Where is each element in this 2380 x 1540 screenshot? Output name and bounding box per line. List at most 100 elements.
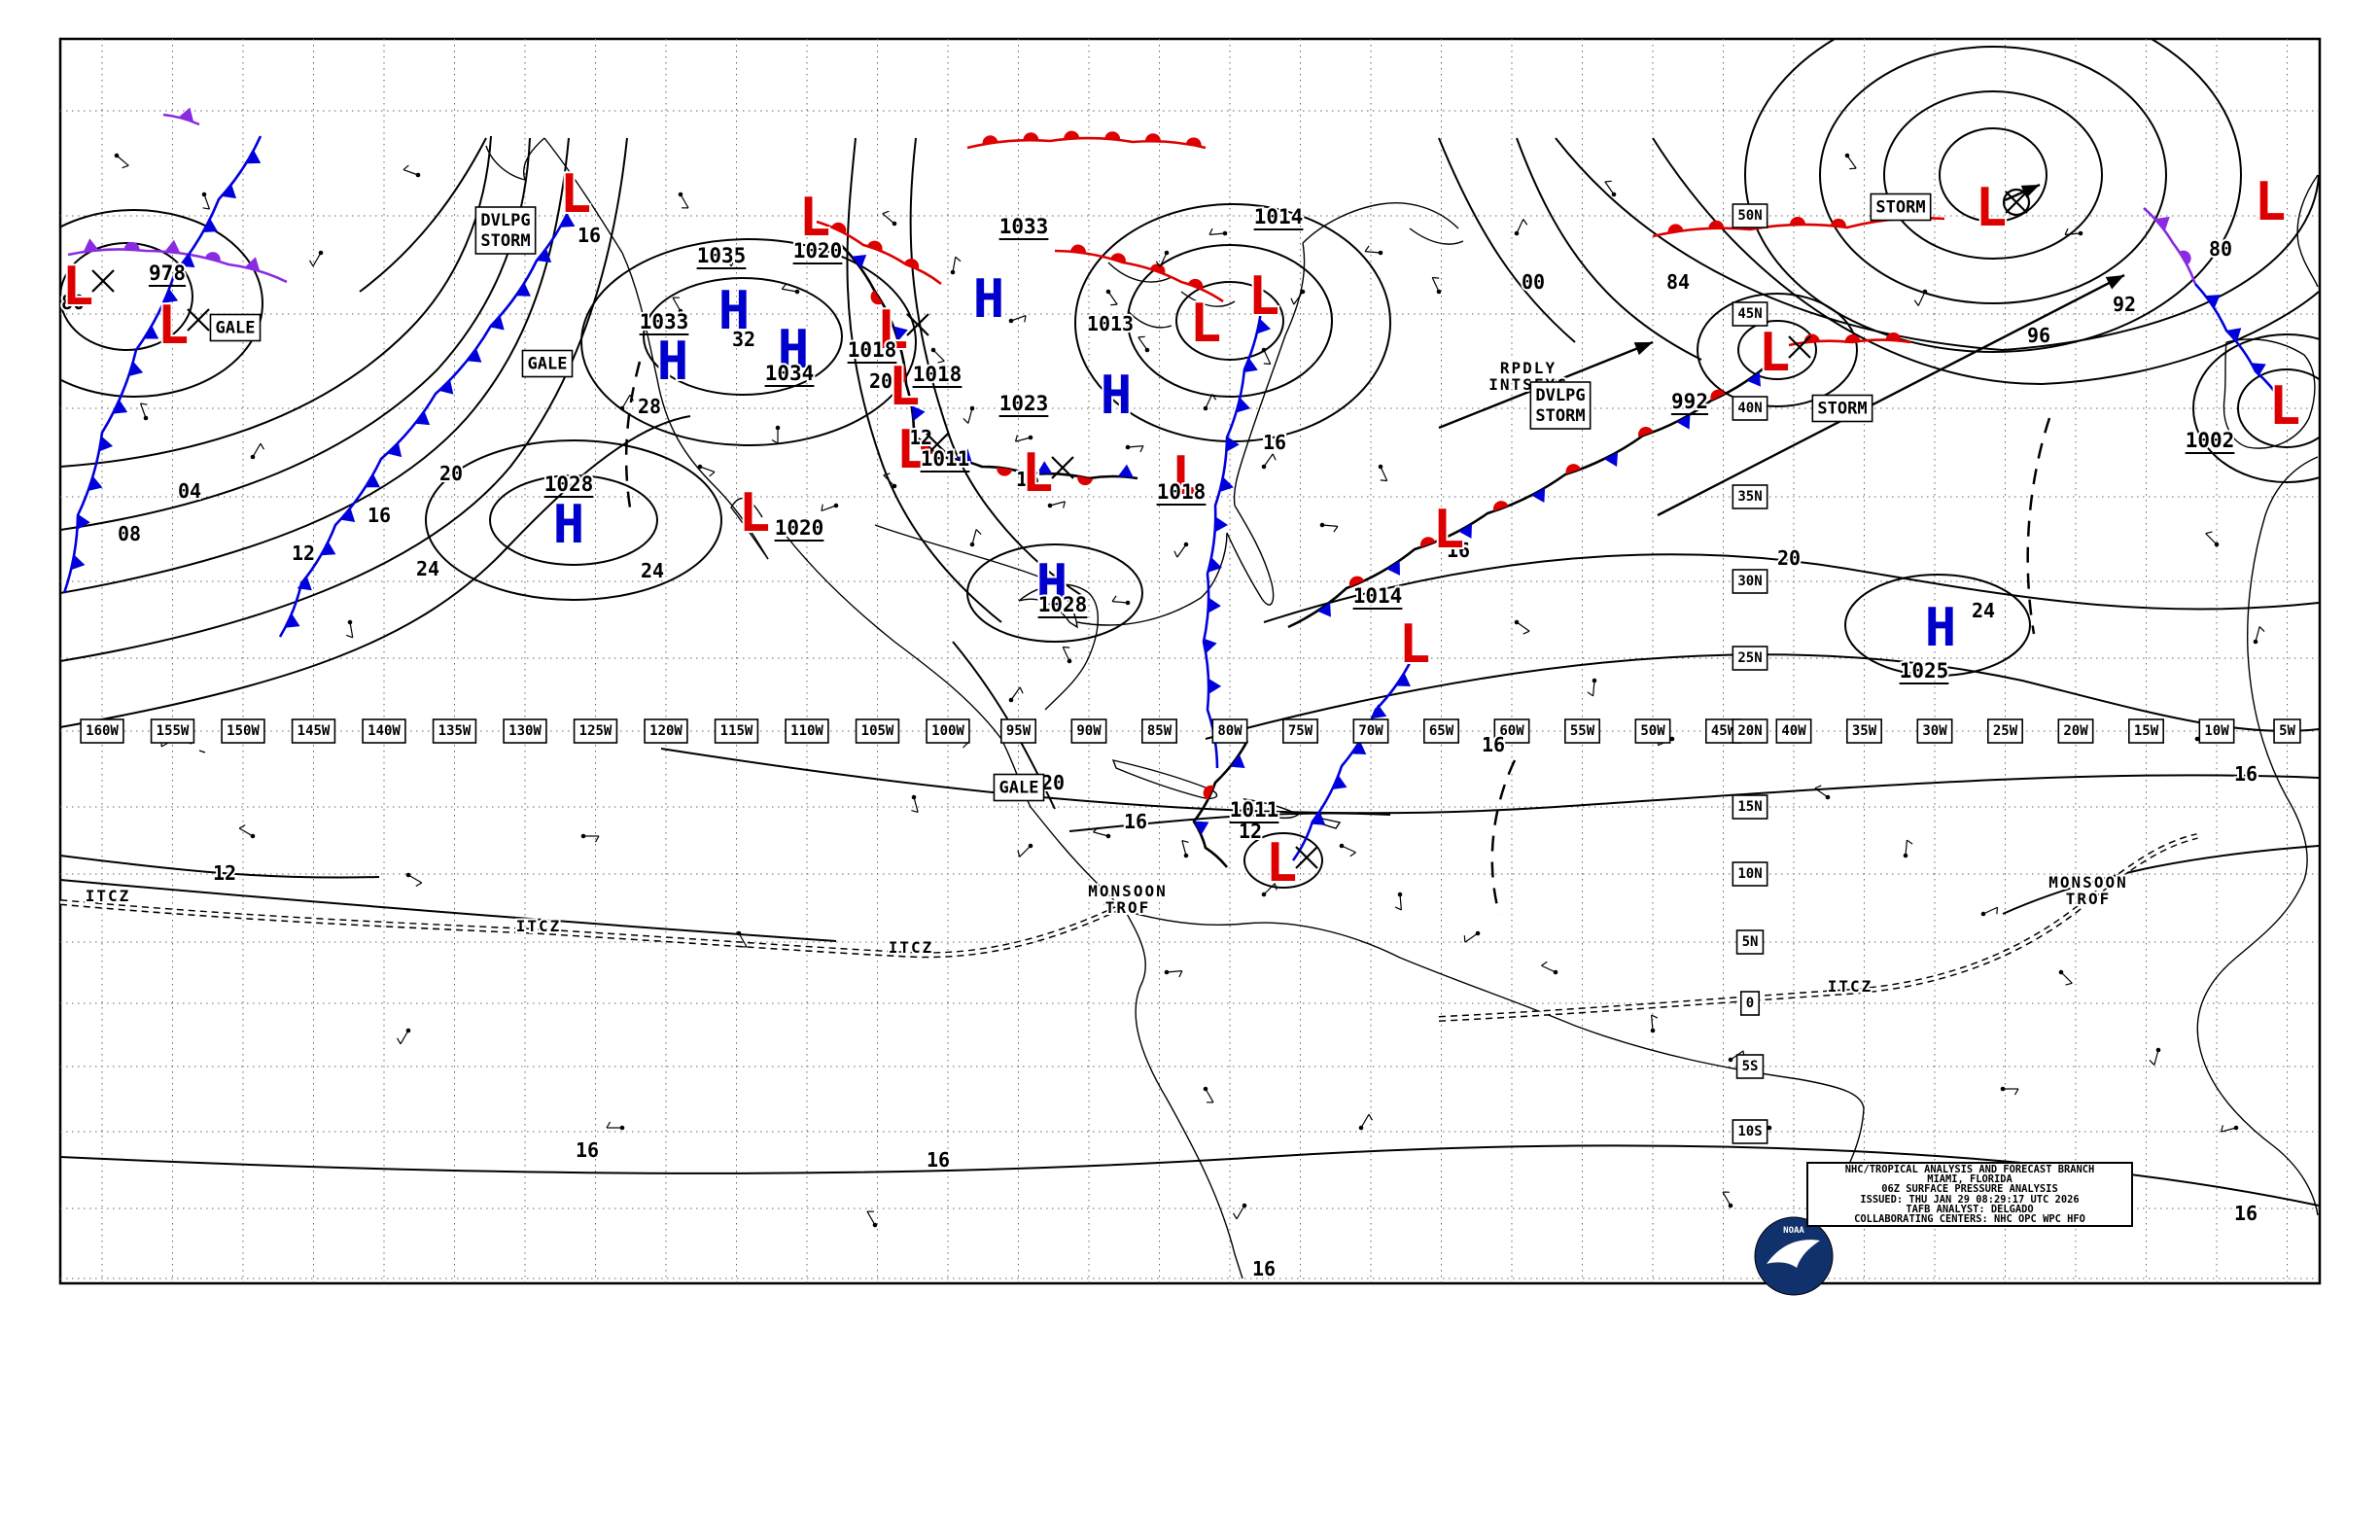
latitude-label-box	[1735, 1054, 1765, 1079]
longitude-label: 25W	[1993, 723, 2018, 739]
coast-baja	[730, 497, 769, 560]
high-center: H	[553, 494, 585, 555]
cold-front-marker	[1351, 741, 1367, 755]
warm-front-marker	[1710, 389, 1726, 402]
station-plot	[1980, 906, 1999, 917]
longitude-label: 20W	[2063, 723, 2088, 739]
annotation-itcz: ITCZ	[86, 887, 131, 905]
longitude-label-box	[150, 718, 195, 744]
coast-hispaniola	[1242, 798, 1300, 820]
latitude-label-box	[1732, 203, 1768, 228]
longitude-label: 150W	[227, 723, 260, 739]
cold-front-marker	[1603, 451, 1619, 467]
cyclone-position-marker	[2002, 188, 2031, 217]
cold-front-marker	[77, 513, 90, 530]
station-plot	[405, 872, 423, 887]
cold-front-marker	[1036, 461, 1053, 474]
station-plot	[672, 297, 683, 314]
low-center: L	[1172, 445, 1204, 507]
noaa-logo: NOAA	[1754, 1216, 1834, 1296]
station-plot	[2253, 626, 2265, 645]
station-plot	[1138, 335, 1150, 353]
low-center: L	[1759, 322, 1791, 383]
latitude-label: 10S	[1737, 1124, 1762, 1139]
annotation-trof: TROF	[2066, 890, 2112, 908]
longitude-label-box	[855, 718, 900, 744]
cold-front-marker	[414, 410, 431, 426]
isobar-label: 16	[1016, 468, 1039, 491]
itcz-trough-lines	[60, 833, 2198, 1022]
cyclone-position-marker	[187, 308, 210, 332]
longitude-label: 140W	[368, 723, 401, 739]
cold-front-marker	[893, 326, 908, 341]
low-center: L	[1399, 613, 1431, 675]
issuance-line: TAFB ANALYST: DELGADO	[1906, 1203, 2034, 1215]
warm-front-marker	[867, 240, 883, 252]
station-plot	[1587, 678, 1597, 697]
warm-front-marker	[1420, 537, 1436, 548]
center-pressure-value: 1028	[544, 472, 594, 496]
longitude-label-box	[573, 718, 618, 744]
center-pressure-value: 1018	[848, 338, 897, 362]
station-plot	[1093, 826, 1111, 839]
center-pressure-value: 1020	[775, 516, 824, 540]
warm-front-line	[1054, 249, 1224, 303]
station-plot	[1814, 785, 1831, 800]
station-plot	[1208, 228, 1228, 236]
warm-front-marker	[897, 365, 907, 381]
isobar-label: 1013	[1087, 312, 1134, 335]
issuance-line: MIAMI, FLORIDA	[1927, 1172, 2012, 1185]
stat-front-line	[1192, 740, 1249, 868]
isobar-label: 16	[578, 224, 601, 247]
station-plot	[1261, 453, 1277, 470]
latitude-label-box	[1732, 794, 1768, 820]
station-plot	[1164, 969, 1183, 978]
low-center: L	[2269, 375, 2301, 437]
longitude-label: 35W	[1852, 723, 1877, 739]
station-plot	[580, 833, 600, 843]
high-center: H	[657, 331, 689, 392]
cold-front-marker	[365, 473, 380, 488]
isobar-label: 24	[1972, 599, 1995, 622]
longitude-label: 5W	[2279, 723, 2295, 739]
station-plot	[1155, 250, 1170, 267]
warning-label-dvlpg-storm-box	[474, 206, 537, 255]
high-center: H	[1101, 365, 1133, 426]
coast-north-america-west	[543, 137, 769, 560]
warm-front-line	[966, 136, 1207, 150]
isobar-label: 16	[1124, 810, 1147, 833]
longitude-label: 75W	[1288, 723, 1313, 739]
station-plot	[950, 256, 962, 275]
station-plot	[1290, 289, 1306, 305]
issuance-line: 06Z SURFACE PRESSURE ANALYSIS	[1881, 1183, 2058, 1196]
center-pressure-value: 1011	[1230, 798, 1279, 822]
station-plot	[866, 1210, 878, 1228]
longitude-label-box	[2273, 718, 2301, 744]
cold-front-marker	[244, 257, 261, 271]
isobar-label: 16	[2234, 762, 2258, 786]
warm-front-marker	[2179, 250, 2191, 265]
longitude-label-box	[785, 718, 829, 744]
cold-front-marker	[1236, 398, 1251, 413]
issuance-line: COLLABORATING CENTERS: NHC OPC WPC HFO	[1854, 1213, 2085, 1226]
cold-front-marker	[1208, 597, 1221, 613]
warm-front-line	[816, 220, 942, 286]
latitude-label-box	[1732, 396, 1768, 421]
warning-label-gale-box	[521, 349, 574, 378]
coast-iberia	[2222, 338, 2316, 449]
station-plot	[1913, 289, 1928, 306]
latitude-label: 25N	[1737, 650, 1762, 666]
center-pressure-value: 1033	[999, 215, 1049, 238]
longitude-label-box	[1282, 718, 1318, 744]
cold-front-line	[62, 135, 262, 594]
station-plot	[2220, 1125, 2239, 1133]
cold-front-marker	[467, 348, 482, 363]
warning-label-gale: GALE	[999, 779, 1039, 798]
cold-front-marker	[1676, 414, 1691, 430]
arrowhead-icon	[1633, 342, 1653, 356]
longitude-label: 145W	[298, 723, 331, 739]
station-plot	[1903, 839, 1913, 858]
station-plot	[2058, 969, 2073, 986]
center-pressure-value: 1011	[921, 447, 970, 471]
longitude-label-box	[432, 718, 477, 744]
